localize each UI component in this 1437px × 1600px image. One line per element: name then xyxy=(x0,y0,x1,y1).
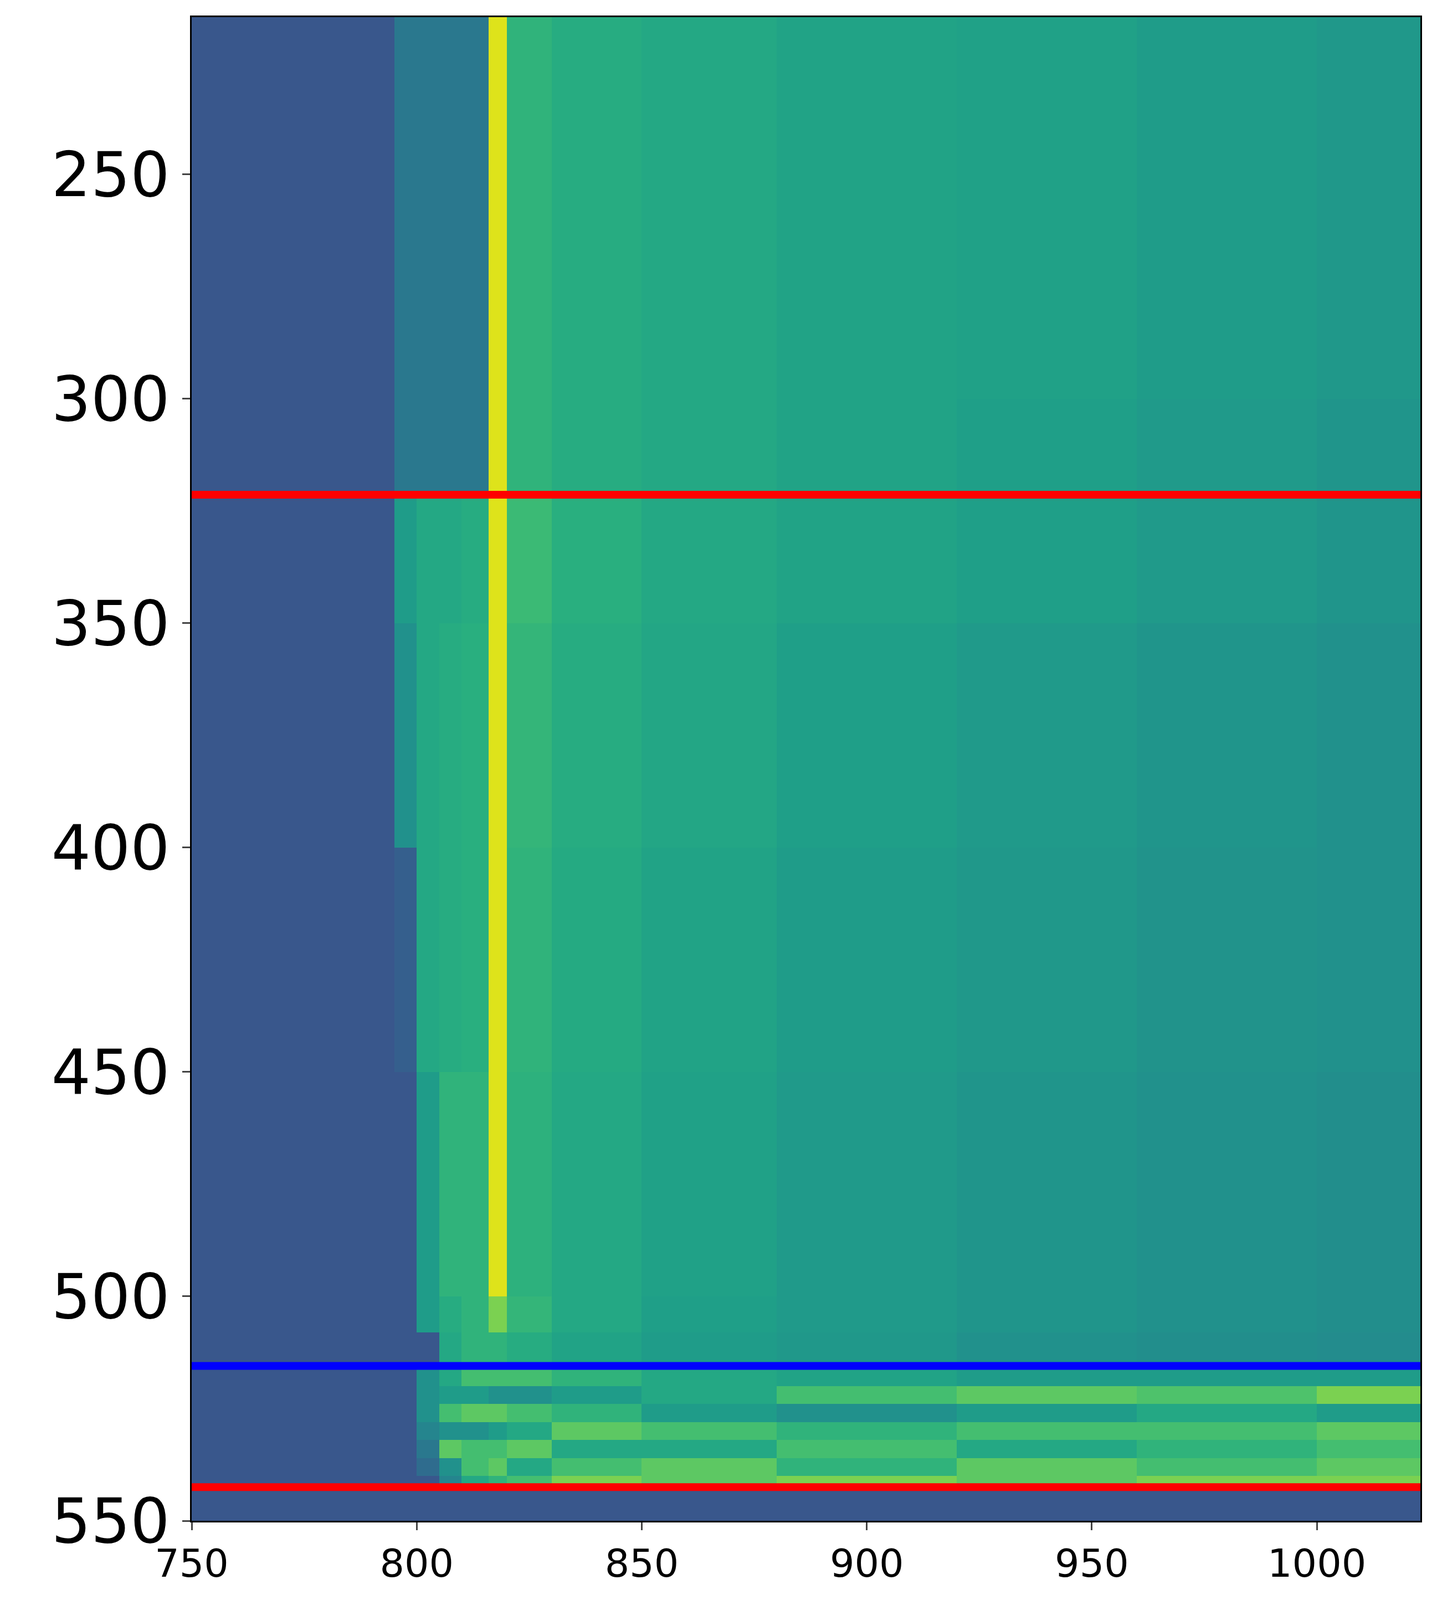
svg-text:1000: 1000 xyxy=(1267,1540,1367,1587)
svg-text:550: 550 xyxy=(51,1484,171,1557)
svg-text:850: 850 xyxy=(604,1540,680,1587)
svg-text:250: 250 xyxy=(51,138,171,211)
svg-text:400: 400 xyxy=(51,811,171,884)
svg-text:300: 300 xyxy=(51,362,171,435)
svg-text:350: 350 xyxy=(51,587,171,660)
svg-text:450: 450 xyxy=(51,1035,171,1108)
svg-text:900: 900 xyxy=(829,1540,905,1587)
svg-text:800: 800 xyxy=(379,1540,454,1587)
svg-text:500: 500 xyxy=(51,1260,171,1333)
svg-text:750: 750 xyxy=(154,1540,229,1587)
svg-text:950: 950 xyxy=(1054,1540,1129,1587)
